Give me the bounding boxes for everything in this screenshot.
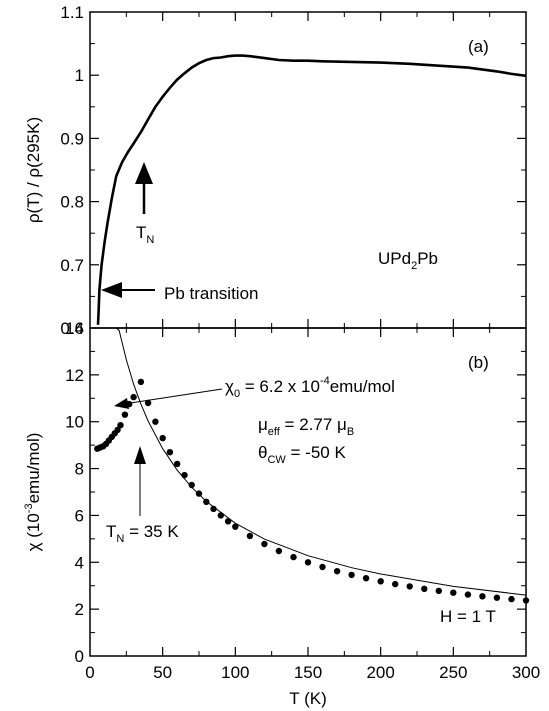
mueff-annotation: μeff = 2.77 μB [258, 415, 354, 438]
tn-annotation-b: TN = 35 K [106, 522, 179, 545]
x-tick-label: 0 [85, 663, 94, 682]
data-point [319, 563, 326, 571]
data-point [522, 597, 530, 604]
tn-arrow-b [134, 446, 146, 516]
data-point [181, 471, 188, 479]
y-tick-label-a: 1 [75, 66, 84, 85]
data-point [117, 422, 124, 429]
y-tick-label-b: 10 [65, 413, 84, 432]
data-point [152, 418, 159, 425]
y-tick-label-a: 0.9 [60, 129, 84, 148]
y-tick-label-b: 6 [75, 506, 84, 525]
tn-label-a: TN [136, 223, 154, 246]
data-point [203, 498, 210, 505]
data-point [159, 434, 166, 442]
resistivity-curve [96, 54, 527, 325]
data-point [406, 583, 413, 590]
x-axis-title: T (K) [289, 689, 326, 708]
data-point [174, 460, 181, 468]
data-point [144, 399, 152, 407]
data-point [121, 411, 129, 418]
data-point [392, 580, 399, 588]
y-tick-label-b: 8 [75, 460, 84, 479]
field-annotation: H = 1 T [440, 607, 496, 626]
y-tick-label-a: 0.7 [60, 256, 84, 275]
susceptibility-points [94, 378, 530, 604]
data-point [210, 505, 217, 513]
x-tick-label: 150 [294, 663, 322, 682]
chi0-annotation: χ0 = 6.2 x 10-4emu/mol [225, 375, 395, 400]
y-tick-label-b: 4 [75, 553, 84, 572]
data-point [275, 547, 283, 555]
y-tick-label-a: 0.8 [60, 193, 84, 212]
data-point [493, 594, 501, 601]
data-point [464, 591, 472, 598]
compound-label: UPd2Pb [378, 249, 438, 272]
data-point [333, 568, 341, 575]
data-point [479, 593, 486, 600]
y-tick-label-b: 2 [75, 600, 84, 619]
data-point [290, 553, 297, 561]
data-point [261, 540, 268, 548]
tn-arrow-a [135, 162, 153, 214]
data-point [166, 449, 174, 456]
curie-weiss-fit-line [111, 327, 527, 596]
data-point [137, 378, 145, 386]
pb-transition-arrow [101, 282, 155, 298]
pb-transition-label: Pb transition [164, 284, 259, 303]
x-tick-label: 50 [153, 663, 172, 682]
data-point [348, 571, 355, 579]
x-tick-label: 300 [512, 663, 540, 682]
panel-b-ticks: 0 2 4 6 8 10 12 14 0 50 100 150 200 250 300 [65, 319, 540, 682]
data-point [450, 589, 457, 596]
y-tick-label-b: 12 [65, 366, 84, 385]
data-point [246, 532, 254, 540]
y-axis-title-b: χ (10-3emu/mol) [23, 433, 43, 552]
y-tick-label-b: 0 [75, 647, 84, 666]
panel-label-a: (a) [468, 37, 489, 56]
x-tick-label: 200 [366, 663, 394, 682]
data-point [188, 481, 195, 489]
data-point [224, 518, 232, 525]
y-tick-label-a: 0.6 [60, 319, 84, 338]
x-tick-label: 100 [221, 663, 249, 682]
data-point [304, 559, 312, 566]
data-point [362, 575, 370, 582]
panel-label-b: (b) [468, 353, 489, 372]
data-point [217, 512, 224, 519]
data-point [195, 490, 203, 497]
panel-a-ticks: 0.6 0.7 0.8 0.9 1 1.1 [60, 3, 526, 338]
data-point [232, 523, 239, 530]
data-point [130, 393, 137, 401]
y-tick-label-b: 14 [65, 319, 84, 338]
data-point [435, 587, 442, 595]
data-point [421, 585, 428, 592]
data-point [508, 595, 515, 603]
chi0-arrow [114, 388, 223, 409]
y-tick-label-a: 1.1 [60, 3, 84, 22]
thetacw-annotation: θCW = -50 K [258, 443, 346, 466]
x-tick-label: 250 [439, 663, 467, 682]
data-point [377, 578, 384, 585]
data-point [114, 426, 121, 434]
y-axis-title-a: ρ(T) / ρ(295K) [24, 117, 43, 223]
